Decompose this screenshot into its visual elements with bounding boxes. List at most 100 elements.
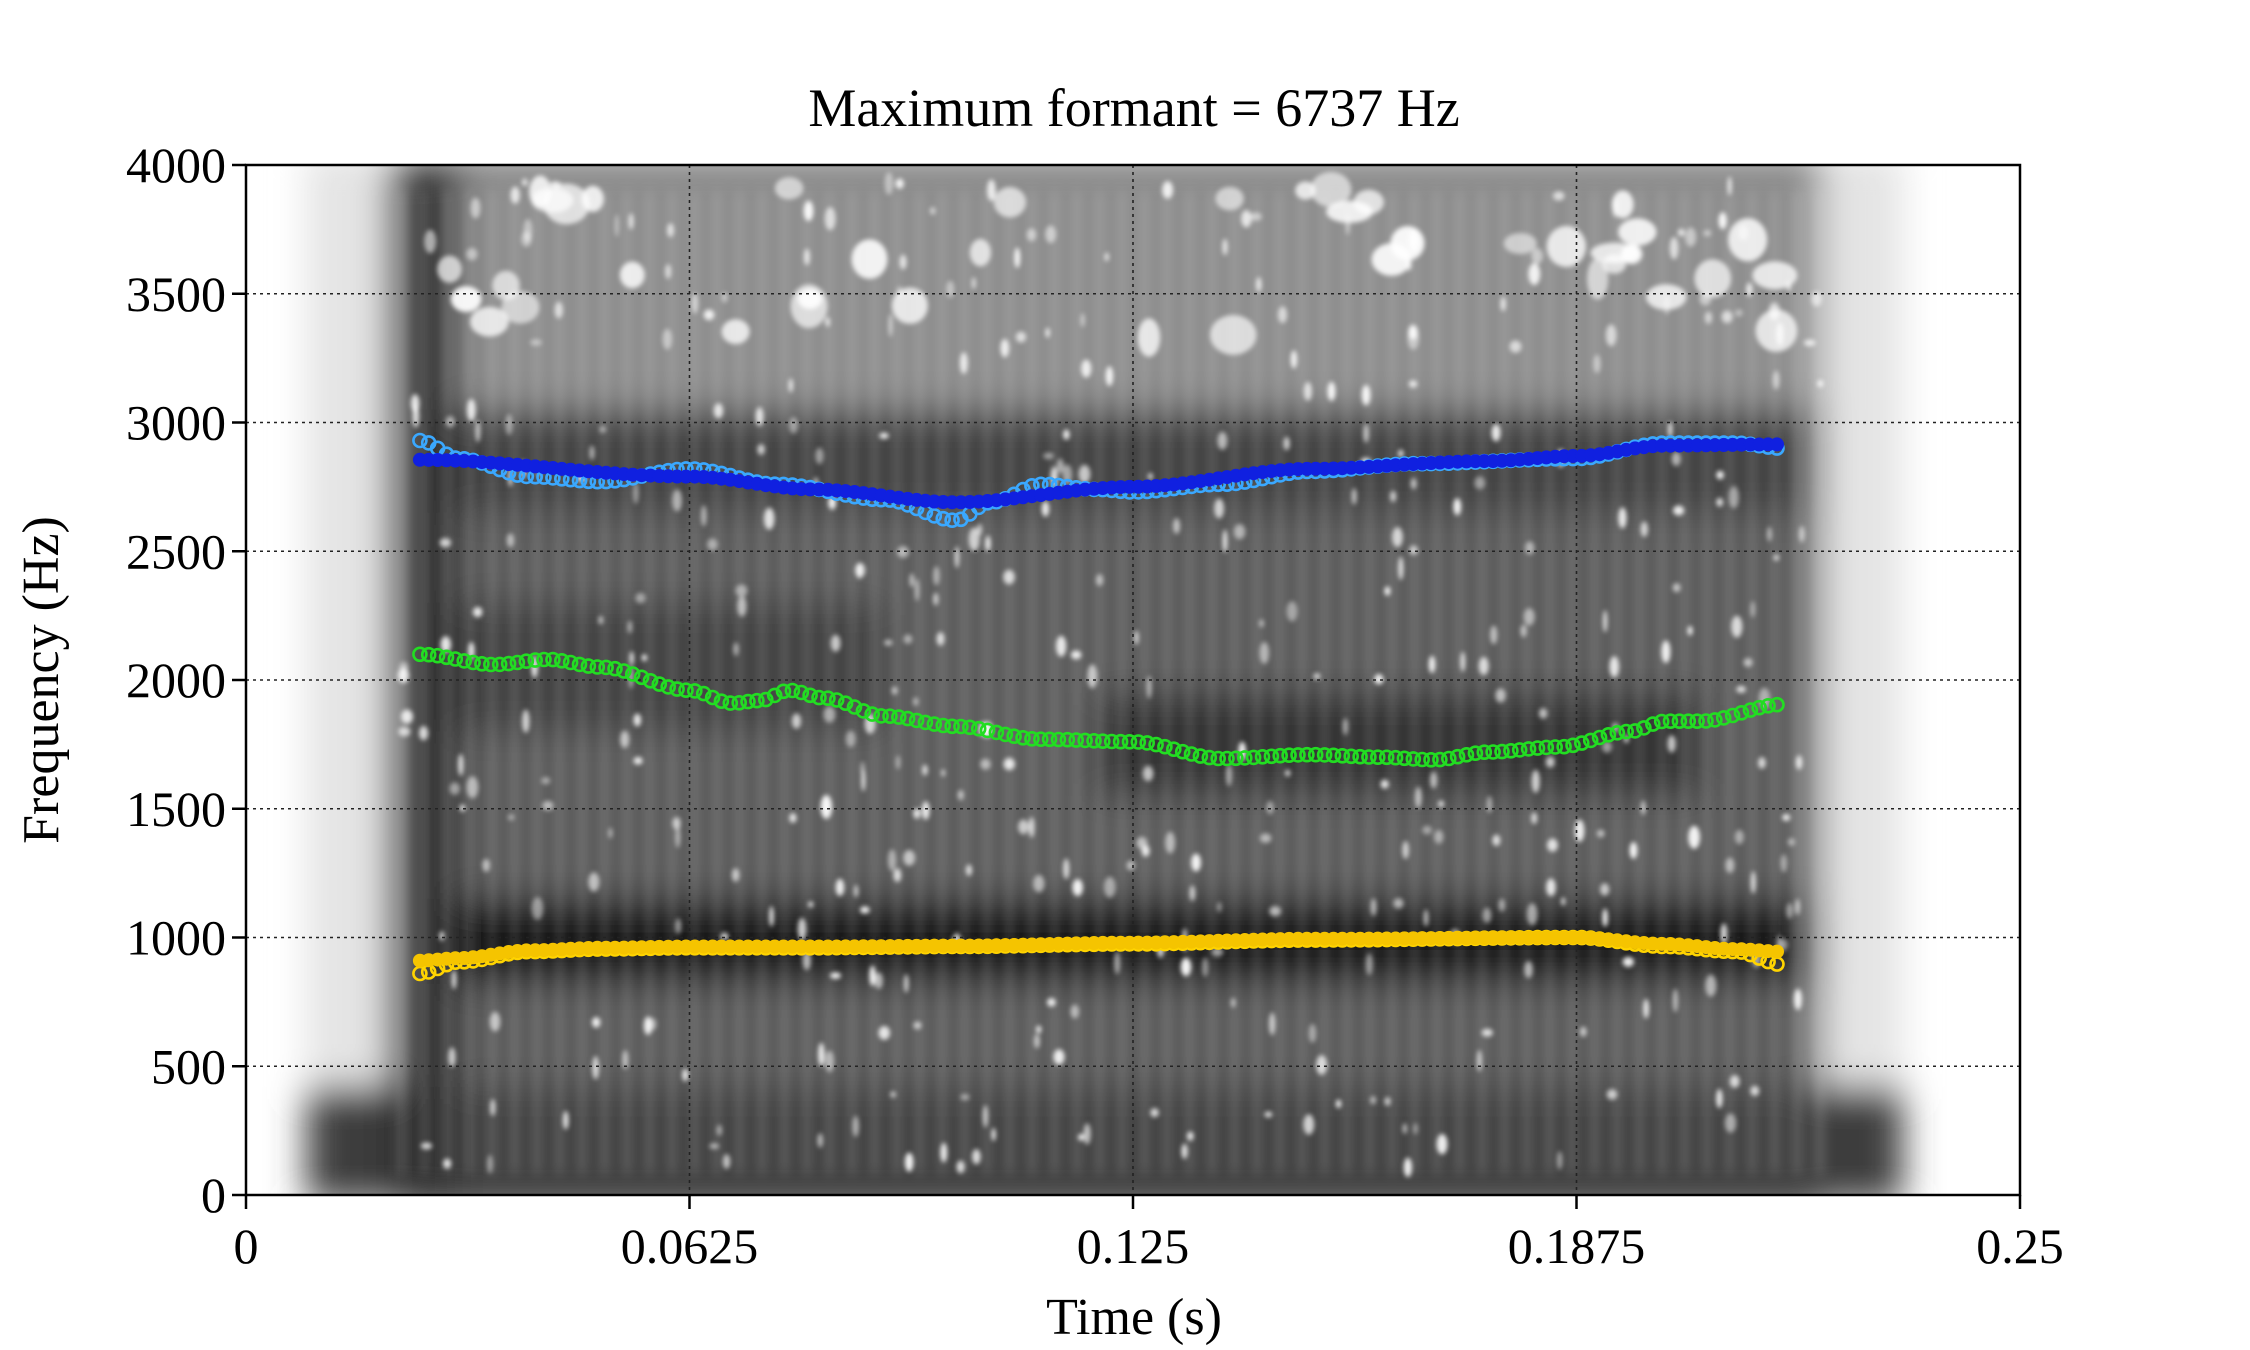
formant-point: [731, 694, 748, 711]
formant-point: [1662, 713, 1679, 730]
formant-point: [1334, 747, 1351, 764]
formant-point: [482, 656, 499, 673]
formant-point: [1556, 738, 1572, 755]
formant-point: [899, 710, 916, 727]
formant-point: [553, 652, 570, 669]
x-axis-label: Time (s): [1046, 1289, 1222, 1346]
formant-point: [1503, 742, 1519, 759]
formant-point: [828, 692, 845, 708]
formant-point: [1050, 731, 1067, 748]
formant-point: [917, 714, 934, 731]
formant-point: [545, 651, 561, 668]
formant-point: [527, 652, 544, 668]
formant-point: [1627, 723, 1643, 739]
formant-point: [412, 432, 428, 449]
formant-point: [793, 684, 810, 701]
formant-point: [820, 690, 836, 707]
formant-point: [1715, 710, 1732, 726]
formant-point: [1059, 731, 1076, 748]
formant-point: [1449, 748, 1466, 765]
formant-point: [1494, 743, 1510, 760]
formant-point: [908, 712, 925, 729]
formant-point: [1387, 749, 1404, 766]
chart-title: Maximum formant = 6737 Hz: [808, 78, 1459, 138]
formant-point: [1041, 731, 1058, 748]
formant-series-3: [412, 646, 1785, 768]
y-tick-label: 3000: [126, 395, 226, 451]
formant-point: [1707, 712, 1723, 728]
formant-point: [1361, 749, 1377, 765]
formant-point: [1396, 750, 1413, 767]
formant-point: [1467, 745, 1484, 762]
formant-point: [1157, 738, 1173, 755]
formant-point: [811, 689, 827, 706]
formant-point: [944, 718, 960, 735]
formant-point: [1237, 750, 1253, 766]
formant-point: [1760, 697, 1776, 714]
y-tick-label: 4000: [126, 137, 226, 193]
formant-point: [1325, 747, 1342, 764]
formant-point: [1174, 743, 1191, 760]
formant-point: [1210, 750, 1226, 767]
formant-point: [456, 653, 473, 669]
formant-point: [438, 649, 455, 666]
formant-point: [935, 510, 952, 527]
formant-point: [660, 679, 677, 695]
formant-point: [1263, 748, 1280, 765]
formant-point: [1680, 713, 1697, 730]
x-tick-label: 0.125: [1077, 1218, 1190, 1274]
grid-lines: [246, 165, 2020, 1195]
formant-point: [864, 706, 881, 722]
formant-point: [474, 655, 490, 672]
formant-point: [1645, 716, 1661, 732]
formant-point: [1769, 696, 1785, 713]
formant-point: [1006, 728, 1022, 745]
formant-point: [988, 724, 1005, 741]
formant-point: [1733, 704, 1750, 721]
formant-point: [500, 655, 517, 672]
formant-point: [802, 687, 818, 704]
formant-point: [1183, 746, 1200, 762]
formant-point: [784, 682, 801, 699]
formant-point: [1582, 732, 1599, 749]
y-tick-label: 1500: [126, 781, 226, 837]
formant-point: [509, 654, 526, 671]
formant-point: [1245, 749, 1262, 766]
formant-point: [1219, 750, 1235, 767]
formant-point: [562, 654, 579, 671]
formant-point: [1121, 733, 1138, 750]
formant-point: [1343, 748, 1359, 765]
formant-point: [882, 708, 898, 725]
formant-point: [979, 722, 996, 739]
formant-point: [1529, 740, 1546, 756]
formant-point: [695, 685, 712, 702]
x-tick-label: 0: [234, 1218, 259, 1274]
formant-point: [749, 692, 765, 709]
formant-point: [953, 718, 969, 735]
formant-point: [651, 676, 668, 692]
formant-point: [1511, 742, 1528, 758]
formant-point: [465, 654, 481, 671]
formant-point: [997, 726, 1014, 743]
formant-point: [1751, 699, 1767, 716]
formant-point: [1414, 751, 1430, 768]
y-tick-label: 3500: [126, 266, 226, 322]
x-tick-label: 0.1875: [1508, 1218, 1646, 1274]
y-axis-label: Frequency (Hz): [13, 516, 70, 844]
formant-point: [1547, 739, 1563, 755]
formant-point: [713, 693, 730, 710]
y-tick-label: 2500: [126, 523, 226, 579]
formant-point: [1095, 733, 1111, 750]
y-tick-label: 0: [201, 1167, 226, 1223]
formant-point: [846, 699, 863, 715]
formant-point: [1405, 751, 1422, 767]
formant-point: [722, 695, 739, 711]
formant-point: [1770, 944, 1784, 959]
formant-series: [412, 432, 1785, 982]
formant-point: [1254, 748, 1271, 765]
formant-point: [1139, 735, 1155, 751]
formant-point: [757, 691, 774, 708]
formant-point: [873, 708, 889, 724]
formant-point: [491, 656, 508, 673]
formant-point: [642, 672, 659, 689]
